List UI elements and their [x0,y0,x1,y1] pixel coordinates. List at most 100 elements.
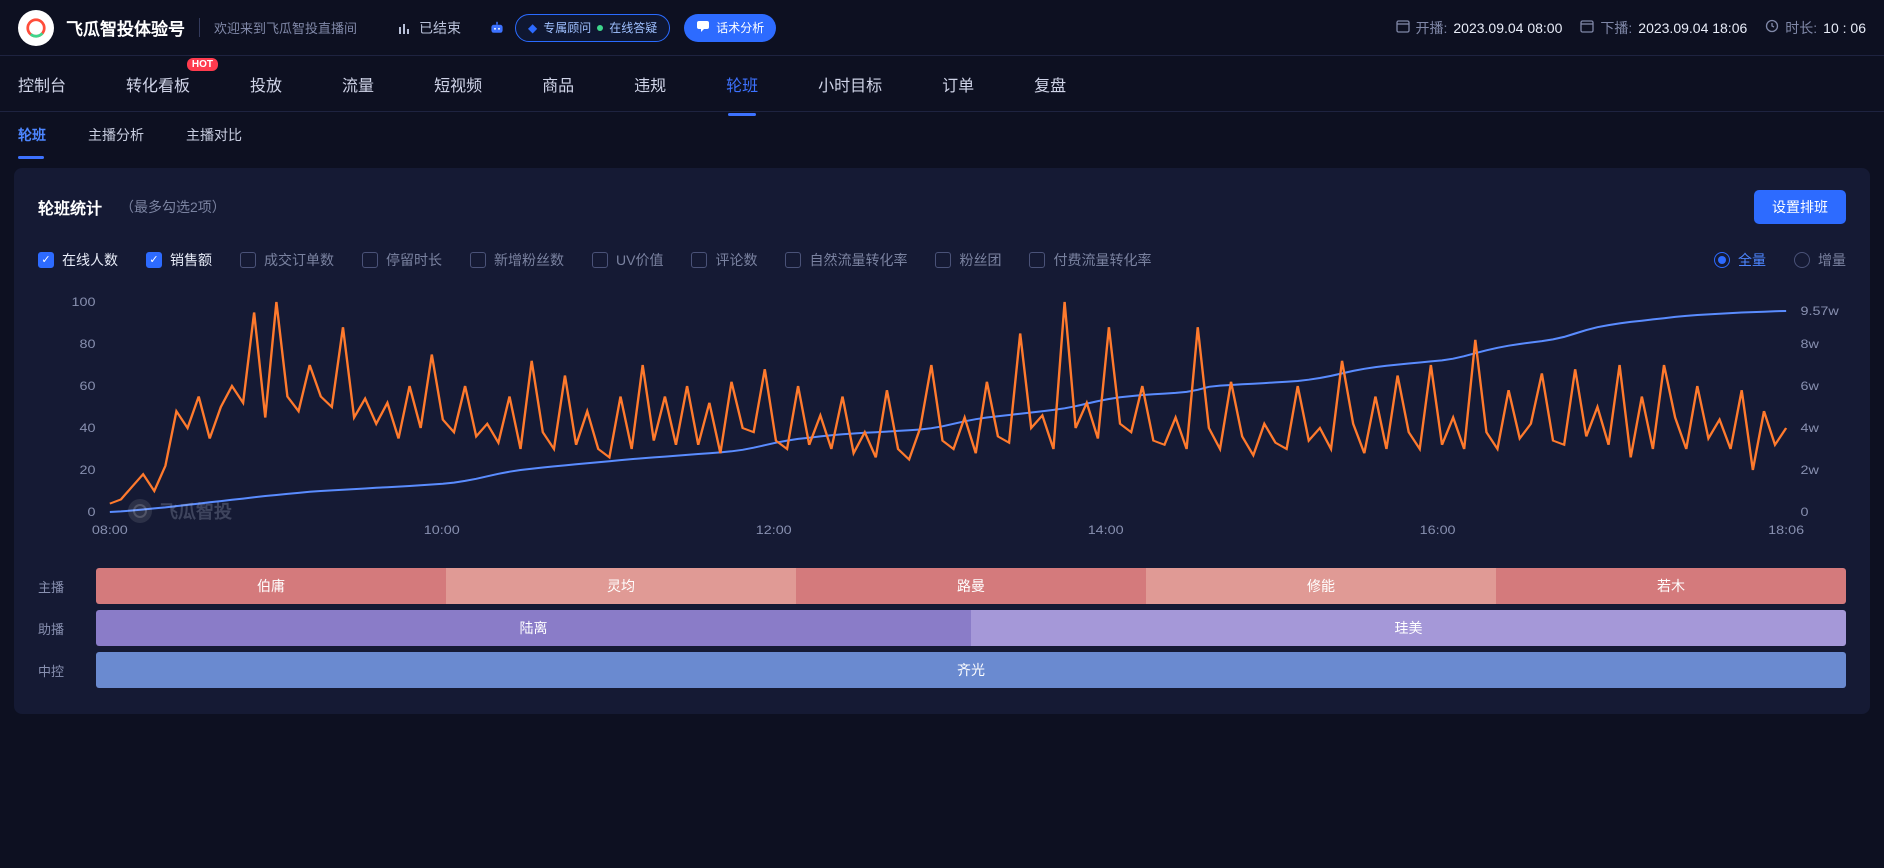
panel-title: 轮班统计 [38,195,102,219]
metric-check-成交订单数[interactable]: 成交订单数 [240,250,334,270]
schedule-segment-齐光[interactable]: 齐光 [96,652,1846,688]
welcome-text: 欢迎来到飞瓜智投直播间 [199,18,357,37]
consultant-pill[interactable]: ◆ 专属顾问 在线答疑 [515,14,670,42]
tab-违规[interactable]: 违规 [634,66,666,102]
stream-status: 已结束 [397,18,461,38]
tab-投放[interactable]: 投放 [250,66,282,102]
metric-checks-row: 在线人数 销售额 成交订单数 停留时长 新增粉丝数 UV价值 评论数 自然流量转化率 粉丝团 付费… [38,250,1846,270]
metric-check-粉丝团[interactable]: 粉丝团 [935,250,1001,270]
calendar-icon [1580,19,1594,36]
metric-label: 新增粉丝数 [494,250,564,270]
tab-短视频[interactable]: 短视频 [434,66,482,102]
logo-icon [18,10,54,46]
svg-text:4w: 4w [1801,421,1820,435]
consultant-left: 专属顾问 [543,19,591,36]
crown-icon: ◆ [528,21,537,35]
robot-icon[interactable] [489,20,505,36]
radio-label: 增量 [1818,250,1846,270]
end-time: 下播: 2023.09.04 18:06 [1580,18,1747,38]
mode-radio-group: 全量 增量 [1714,250,1846,270]
metric-label: 在线人数 [62,250,118,270]
tab-轮班[interactable]: 轮班 [726,66,758,102]
metric-check-停留时长[interactable]: 停留时长 [362,250,442,270]
schedule-segment-修能[interactable]: 修能 [1146,568,1496,604]
metric-check-评论数[interactable]: 评论数 [691,250,757,270]
svg-text:10:00: 10:00 [424,523,460,537]
metric-label: 停留时长 [386,250,442,270]
schedule-row-主播: 主播伯庸灵均路曼修能若木 [38,568,1846,604]
hot-badge: HOT [187,58,218,71]
metric-label: 评论数 [715,250,757,270]
svg-text:12:00: 12:00 [756,523,792,537]
consultant-right: 在线答疑 [609,19,657,36]
svg-text:6w: 6w [1801,379,1820,393]
subtab-轮班[interactable]: 轮班 [18,121,46,149]
schedule-segment-伯庸[interactable]: 伯庸 [96,568,446,604]
mode-radio-增量[interactable]: 增量 [1794,250,1846,270]
chart-svg: 020406080100 02w4w6w8w9.57w 08:0010:0012… [38,292,1846,552]
metric-check-付费流量转化率[interactable]: 付费流量转化率 [1029,250,1151,270]
schedule-segment-灵均[interactable]: 灵均 [446,568,796,604]
checkbox-icon [146,252,162,268]
metric-check-销售额[interactable]: 销售额 [146,250,212,270]
subtab-主播分析[interactable]: 主播分析 [88,121,144,149]
checkbox-icon [785,252,801,268]
duration-label: 时长: [1785,18,1817,38]
schedule-bar: 陆离珪美 [96,610,1846,646]
chat-icon [696,19,710,36]
checkbox-icon [691,252,707,268]
metric-check-UV价值[interactable]: UV价值 [592,250,663,270]
shift-stats-panel: 轮班统计 （最多勾选2项） 设置排班 在线人数 销售额 成交订单数 停留时长 新增粉丝数… [14,168,1870,714]
metric-check-新增粉丝数[interactable]: 新增粉丝数 [470,250,564,270]
speech-analysis-button[interactable]: 话术分析 [684,14,776,42]
metric-check-在线人数[interactable]: 在线人数 [38,250,118,270]
schedule-row-label: 助播 [38,610,96,646]
svg-text:08:00: 08:00 [92,523,128,537]
checkbox-icon [362,252,378,268]
tab-转化看板[interactable]: 转化看板HOT [126,66,190,102]
schedule-segment-路曼[interactable]: 路曼 [796,568,1146,604]
tab-流量[interactable]: 流量 [342,66,374,102]
watermark-text: 飞瓜智投 [160,498,232,524]
tab-控制台[interactable]: 控制台 [18,66,66,102]
schedule-row-中控: 中控齐光 [38,652,1846,688]
tab-小时目标[interactable]: 小时目标 [818,66,882,102]
start-value: 2023.09.04 08:00 [1453,20,1562,36]
start-time: 开播: 2023.09.04 08:00 [1396,18,1563,38]
clock-icon [1765,19,1779,36]
watermark-logo-icon [128,499,152,523]
tab-复盘[interactable]: 复盘 [1034,66,1066,102]
subtab-主播对比[interactable]: 主播对比 [186,121,242,149]
panel-subtitle: （最多勾选2项） [120,197,226,217]
metric-check-自然流量转化率[interactable]: 自然流量转化率 [785,250,907,270]
svg-text:8w: 8w [1801,337,1820,351]
account-name: 飞瓜智投体验号 [66,15,185,40]
schedule-bar: 齐光 [96,652,1846,688]
mode-radio-全量[interactable]: 全量 [1714,250,1766,270]
schedule-segment-陆离[interactable]: 陆离 [96,610,971,646]
sub-tabs: 轮班 主播分析 主播对比 [0,112,1884,158]
svg-text:14:00: 14:00 [1088,523,1124,537]
tab-商品[interactable]: 商品 [542,66,574,102]
schedule-bar: 伯庸灵均路曼修能若木 [96,568,1846,604]
metric-label: UV价值 [616,250,663,270]
end-value: 2023.09.04 18:06 [1638,20,1747,36]
set-schedule-button[interactable]: 设置排班 [1754,190,1846,224]
speech-analysis-label: 话术分析 [716,19,764,36]
svg-text:0: 0 [87,505,95,519]
top-header: 飞瓜智投体验号 欢迎来到飞瓜智投直播间 已结束 ◆ 专属顾问 在线答疑 话术分析… [0,0,1884,56]
duration: 时长: 10 : 06 [1765,18,1866,38]
svg-text:60: 60 [79,379,95,393]
svg-text:40: 40 [79,421,95,435]
bars-icon [397,20,413,36]
status-text: 已结束 [419,18,461,38]
tab-订单[interactable]: 订单 [942,66,974,102]
calendar-icon [1396,19,1410,36]
svg-text:100: 100 [72,295,96,309]
end-label: 下播: [1600,18,1632,38]
watermark: 飞瓜智投 [128,498,232,524]
schedule-segment-若木[interactable]: 若木 [1496,568,1846,604]
shift-chart: 020406080100 02w4w6w8w9.57w 08:0010:0012… [38,292,1846,552]
schedule-bars: 主播伯庸灵均路曼修能若木助播陆离珪美中控齐光 [38,568,1846,688]
schedule-segment-珪美[interactable]: 珪美 [971,610,1846,646]
